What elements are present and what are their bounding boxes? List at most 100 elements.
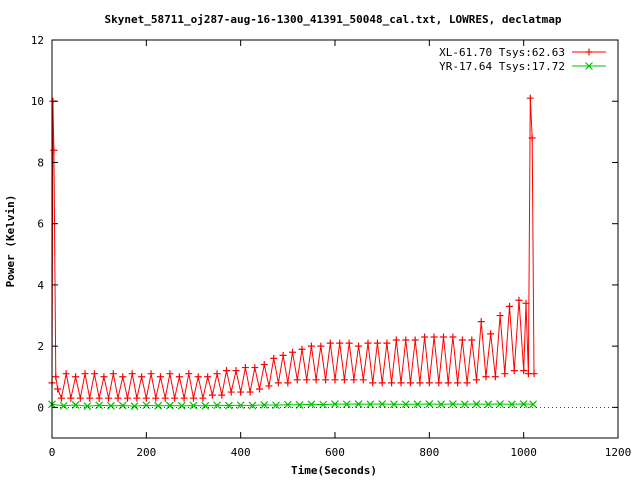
data-point [331, 376, 339, 384]
data-point [57, 394, 65, 402]
data-point [354, 400, 363, 408]
data-point [355, 342, 363, 350]
data-point [86, 394, 94, 402]
data-point [307, 342, 315, 350]
data-point [138, 373, 146, 381]
data-point [248, 401, 257, 410]
data-point [161, 394, 169, 402]
y-tick-label: 2 [37, 340, 44, 353]
data-point [128, 370, 136, 378]
data-point [72, 373, 80, 381]
data-point [468, 336, 476, 344]
data-point [256, 385, 264, 393]
data-point [506, 302, 514, 310]
data-point [95, 394, 103, 402]
data-point [119, 373, 127, 381]
data-point [425, 400, 434, 408]
data-point [326, 339, 334, 347]
data-point [114, 394, 122, 402]
data-point [421, 333, 429, 341]
data-point [454, 379, 462, 387]
data-point [289, 348, 297, 356]
data-point [437, 400, 446, 409]
series-line [51, 403, 534, 407]
data-point [411, 336, 419, 344]
data-point [444, 379, 452, 387]
data-point [472, 400, 481, 408]
data-point [460, 400, 469, 409]
data-point [274, 379, 282, 387]
data-point [76, 394, 84, 402]
data-point [270, 354, 278, 362]
data-point [208, 391, 216, 399]
data-point [130, 402, 139, 411]
data-point [425, 379, 433, 387]
data-point [52, 373, 60, 381]
data-point [152, 394, 160, 402]
data-point [227, 388, 235, 396]
data-point [204, 373, 212, 381]
data-point [388, 379, 396, 387]
data-point [54, 385, 62, 393]
data-point [62, 370, 70, 378]
data-point [147, 370, 155, 378]
data-point [232, 367, 240, 375]
data-point [251, 364, 259, 372]
legend-marker [585, 62, 593, 70]
legend-item-1: XL-61.70 Tsys:62.63 [439, 46, 606, 59]
data-point [458, 336, 466, 344]
data-point [180, 394, 188, 402]
data-point [359, 376, 367, 384]
data-point [175, 373, 183, 381]
data-point [435, 379, 443, 387]
data-point [260, 401, 269, 409]
data-point [413, 400, 422, 409]
data-point [519, 400, 528, 408]
data-point [340, 376, 348, 384]
data-point [105, 394, 113, 402]
data-point [293, 376, 301, 384]
data-point [189, 401, 198, 410]
data-point [406, 379, 414, 387]
data-point [166, 370, 174, 378]
data-point [448, 400, 457, 408]
data-point [331, 400, 339, 408]
data-point [401, 400, 410, 409]
data-point [295, 401, 304, 409]
data-point [213, 370, 221, 378]
x-tick-label: 200 [136, 446, 156, 459]
data-point [171, 394, 179, 402]
data-point [260, 361, 268, 369]
data-point [154, 401, 163, 410]
x-tick-label: 0 [49, 446, 56, 459]
data-point [496, 312, 504, 320]
data-point [336, 339, 344, 347]
data-point [284, 379, 292, 387]
data-point [81, 370, 89, 378]
y-tick-label: 8 [37, 156, 44, 169]
data-point [496, 400, 505, 408]
data-point [241, 364, 249, 372]
y-tick-label: 0 [37, 401, 44, 414]
data-point [482, 373, 490, 381]
data-point [463, 379, 471, 387]
data-point [510, 367, 518, 375]
data-point [90, 370, 98, 378]
data-point [194, 373, 202, 381]
data-point [345, 339, 353, 347]
data-point [529, 400, 538, 409]
data-point [491, 373, 499, 381]
data-point [383, 339, 391, 347]
legend-label: YR-17.64 Tsys:17.72 [439, 60, 565, 73]
data-point [236, 401, 245, 410]
legend-item-2: YR-17.64 Tsys:17.72 [439, 60, 606, 73]
x-tick-label: 600 [325, 446, 345, 459]
data-point [107, 401, 115, 410]
data-point [303, 376, 311, 384]
y-tick-label: 12 [31, 34, 44, 47]
x-tick-label: 1200 [605, 446, 632, 459]
y-tick-label: 6 [37, 218, 44, 231]
data-point [156, 373, 164, 381]
